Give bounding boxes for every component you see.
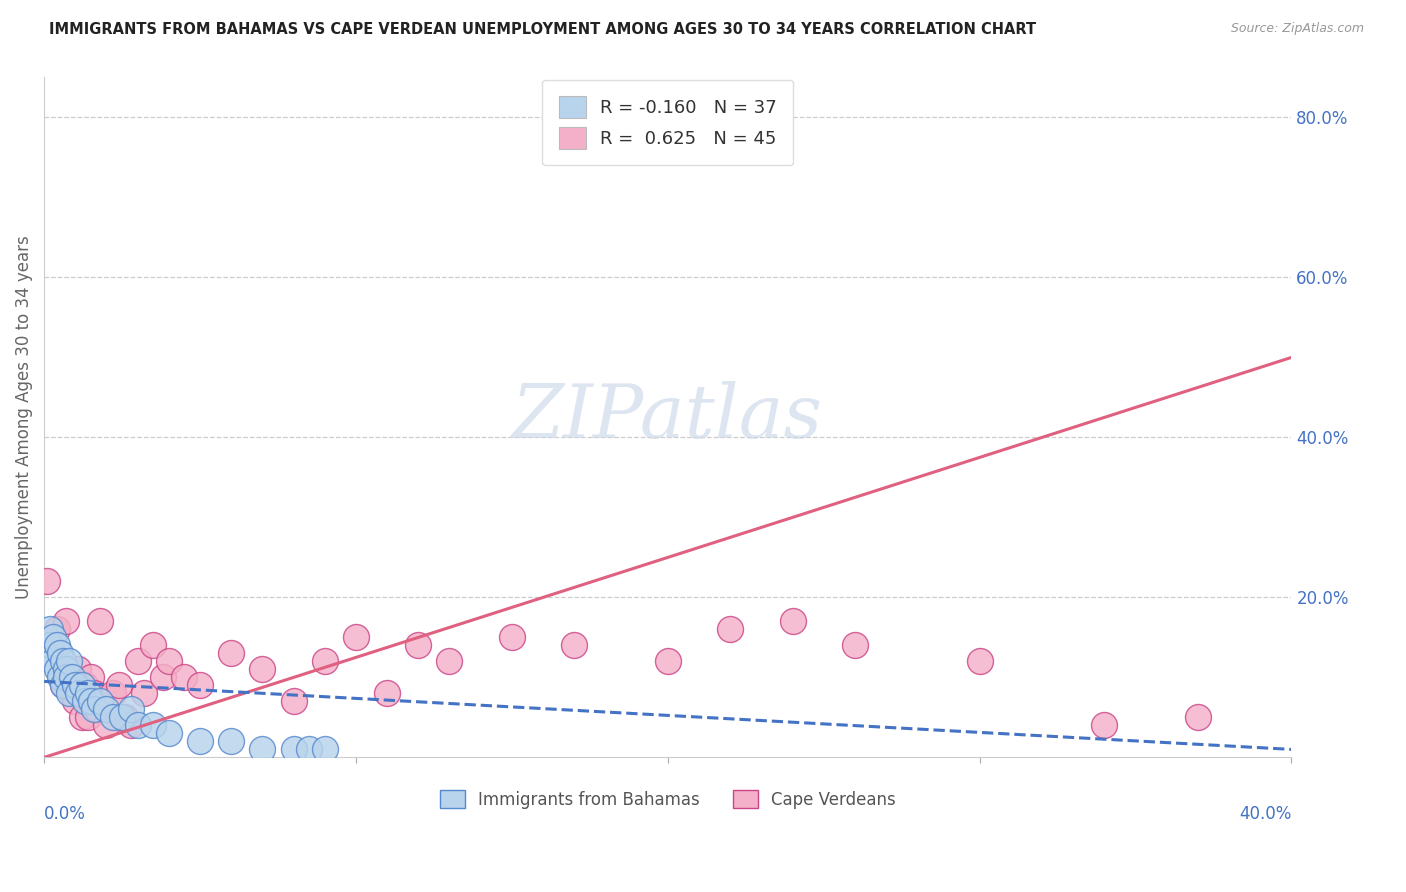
- Point: [188, 734, 211, 748]
- Point: [52, 678, 75, 692]
- Point: [142, 639, 165, 653]
- Point: [37, 647, 59, 661]
- Point: [782, 615, 804, 629]
- Point: [562, 639, 585, 653]
- Point: [65, 678, 87, 692]
- Point: [1187, 710, 1209, 724]
- Point: [188, 678, 211, 692]
- Point: [252, 742, 274, 756]
- Text: 40.0%: 40.0%: [1239, 805, 1292, 823]
- Point: [60, 670, 83, 684]
- Point: [283, 742, 305, 756]
- Point: [89, 694, 111, 708]
- Legend: R = -0.160   N = 37, R =  0.625   N = 45: R = -0.160 N = 37, R = 0.625 N = 45: [543, 79, 793, 165]
- Point: [96, 702, 118, 716]
- Point: [844, 639, 866, 653]
- Point: [152, 670, 174, 684]
- Point: [219, 734, 242, 748]
- Point: [67, 662, 90, 676]
- Point: [80, 670, 103, 684]
- Point: [65, 694, 87, 708]
- Point: [83, 686, 105, 700]
- Point: [314, 654, 336, 668]
- Point: [96, 718, 118, 732]
- Point: [42, 654, 65, 668]
- Point: [120, 718, 142, 732]
- Point: [157, 654, 180, 668]
- Point: [80, 694, 103, 708]
- Point: [1092, 718, 1115, 732]
- Point: [52, 654, 75, 668]
- Point: [60, 686, 83, 700]
- Point: [45, 623, 67, 637]
- Point: [55, 615, 77, 629]
- Point: [132, 686, 155, 700]
- Point: [39, 623, 62, 637]
- Point: [283, 694, 305, 708]
- Text: ZIPatlas: ZIPatlas: [512, 381, 824, 454]
- Point: [73, 694, 96, 708]
- Point: [127, 654, 149, 668]
- Point: [39, 639, 62, 653]
- Point: [439, 654, 461, 668]
- Point: [48, 670, 70, 684]
- Point: [58, 654, 80, 668]
- Text: 0.0%: 0.0%: [44, 805, 86, 823]
- Point: [375, 686, 398, 700]
- Point: [344, 631, 367, 645]
- Point: [58, 670, 80, 684]
- Point: [45, 639, 67, 653]
- Point: [86, 702, 108, 716]
- Point: [42, 631, 65, 645]
- Point: [111, 710, 134, 724]
- Point: [120, 702, 142, 716]
- Point: [718, 623, 741, 637]
- Point: [83, 702, 105, 716]
- Point: [127, 718, 149, 732]
- Point: [252, 662, 274, 676]
- Point: [101, 686, 124, 700]
- Point: [58, 686, 80, 700]
- Point: [73, 678, 96, 692]
- Point: [173, 670, 195, 684]
- Point: [76, 710, 98, 724]
- Point: [45, 662, 67, 676]
- Point: [89, 615, 111, 629]
- Point: [298, 742, 321, 756]
- Point: [67, 686, 90, 700]
- Point: [70, 710, 93, 724]
- Point: [52, 678, 75, 692]
- Point: [142, 718, 165, 732]
- Point: [108, 678, 131, 692]
- Y-axis label: Unemployment Among Ages 30 to 34 years: Unemployment Among Ages 30 to 34 years: [15, 235, 32, 599]
- Point: [55, 670, 77, 684]
- Point: [969, 654, 991, 668]
- Point: [657, 654, 679, 668]
- Point: [70, 678, 93, 692]
- Point: [114, 710, 136, 724]
- Point: [55, 662, 77, 676]
- Point: [157, 726, 180, 740]
- Text: Source: ZipAtlas.com: Source: ZipAtlas.com: [1230, 22, 1364, 36]
- Point: [408, 639, 430, 653]
- Point: [76, 686, 98, 700]
- Text: IMMIGRANTS FROM BAHAMAS VS CAPE VERDEAN UNEMPLOYMENT AMONG AGES 30 TO 34 YEARS C: IMMIGRANTS FROM BAHAMAS VS CAPE VERDEAN …: [49, 22, 1036, 37]
- Point: [314, 742, 336, 756]
- Point: [37, 574, 59, 589]
- Point: [48, 647, 70, 661]
- Point: [501, 631, 523, 645]
- Point: [219, 647, 242, 661]
- Point: [101, 710, 124, 724]
